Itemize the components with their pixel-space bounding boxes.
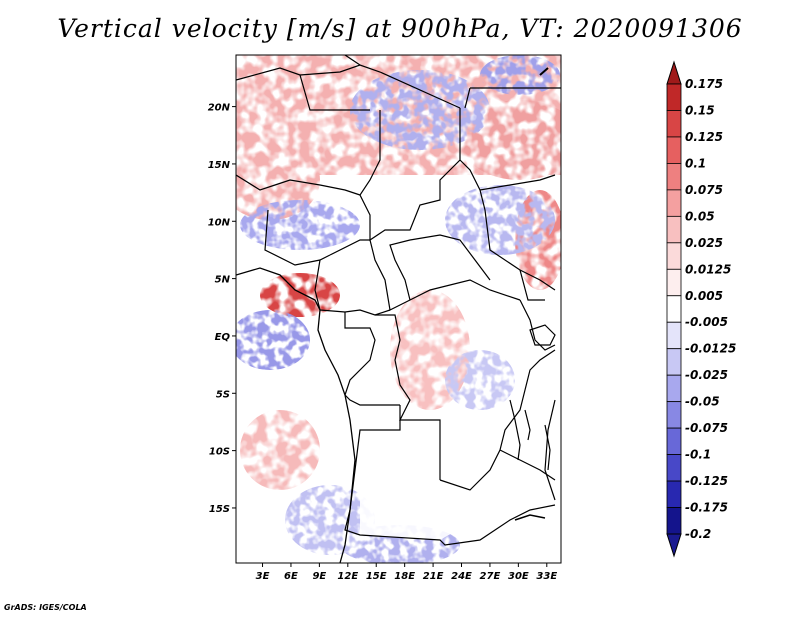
lon-tick-label: 33E xyxy=(536,571,557,582)
colorbar-swatch xyxy=(666,321,682,350)
lat-tick-label: 15N xyxy=(208,160,231,171)
colorbar-swatch xyxy=(666,480,682,508)
map-title: Vertical velocity [m/s] at 900hPa, VT: 2… xyxy=(57,14,743,43)
lat-tick-label: 5S xyxy=(216,389,230,400)
lon-tick-label: 30E xyxy=(508,571,529,582)
colorbar-swatch xyxy=(666,136,682,164)
colorbar-swatch xyxy=(666,189,682,217)
colorbar: 0.175 0.15 0.125 0.1 0.075 0.05 0.025 0.0125 0.0… xyxy=(666,60,736,558)
lon-tick-label: 24E xyxy=(451,571,472,582)
vertical-velocity-field xyxy=(236,55,561,563)
colorbar-swatch xyxy=(666,268,682,297)
colorbar-label: 0.005 xyxy=(685,289,723,303)
colorbar-label: -0.2 xyxy=(685,527,711,541)
lon-tick-label: 27E xyxy=(480,571,501,582)
map-frame xyxy=(235,54,562,564)
lat-tick-label: 10S xyxy=(209,447,230,458)
colorbar-min-arrow xyxy=(666,533,682,558)
lon-tick-label: 21E xyxy=(423,571,444,582)
colorbar-swatch xyxy=(666,427,682,455)
lat-tick-label: 15S xyxy=(209,504,230,515)
lon-tick-label: 12E xyxy=(337,571,358,582)
lat-tick-label: 20N xyxy=(208,103,231,114)
lat-tick-label: EQ xyxy=(215,332,231,343)
colorbar-label: -0.025 xyxy=(685,368,728,382)
colorbar-label: 0.125 xyxy=(685,130,723,144)
colorbar-label: -0.075 xyxy=(685,421,728,435)
colorbar-label: -0.1 xyxy=(685,448,711,462)
colorbar-label: 0.05 xyxy=(685,209,715,223)
colorbar-swatch xyxy=(666,401,682,429)
country-borders xyxy=(236,55,561,546)
colorbar-label: 0.025 xyxy=(685,236,723,250)
colorbar-swatch xyxy=(666,348,682,376)
longitude-axis: 3E 6E 9E 12E 15E 18E 21E 24E 27E 30E 33E xyxy=(256,563,557,582)
colorbar-label: -0.125 xyxy=(685,474,728,488)
colorbar-swatch xyxy=(666,242,682,270)
colorbar-swatch xyxy=(666,295,682,323)
colorbar-swatch xyxy=(666,454,682,482)
colorbar-max-arrow xyxy=(666,60,682,85)
colorbar-label: 0.0125 xyxy=(685,262,731,276)
lon-tick-label: 6E xyxy=(284,571,298,582)
colorbar-swatch xyxy=(666,110,682,138)
colorbar-swatch xyxy=(666,374,682,403)
colorbar-swatch xyxy=(666,83,682,111)
lon-tick-label: 15E xyxy=(366,571,387,582)
lon-tick-label: 9E xyxy=(312,571,326,582)
colorbar-label: -0.175 xyxy=(685,501,728,515)
colorbar-label: -0.005 xyxy=(685,315,728,329)
lat-tick-label: 10N xyxy=(208,217,231,228)
colorbar-label: -0.0125 xyxy=(685,342,736,356)
credit-text: GrADS: IGES/COLA xyxy=(4,603,87,612)
colorbar-label: 0.175 xyxy=(685,77,723,91)
colorbar-swatch xyxy=(666,163,682,191)
colorbar-label: 0.1 xyxy=(685,156,706,170)
lon-tick-label: 3E xyxy=(256,571,270,582)
lat-tick-label: 5N xyxy=(215,275,231,286)
lon-tick-label: 18E xyxy=(394,571,415,582)
colorbar-swatch xyxy=(666,507,682,535)
colorbar-label: 0.075 xyxy=(685,183,723,197)
coastline xyxy=(236,267,356,563)
colorbar-label: 0.15 xyxy=(685,103,715,117)
colorbar-swatch xyxy=(666,215,682,244)
colorbar-label: -0.05 xyxy=(685,395,720,409)
latitude-axis: 20N 15N 10N 5N EQ 5S 10S 15S xyxy=(208,103,236,515)
